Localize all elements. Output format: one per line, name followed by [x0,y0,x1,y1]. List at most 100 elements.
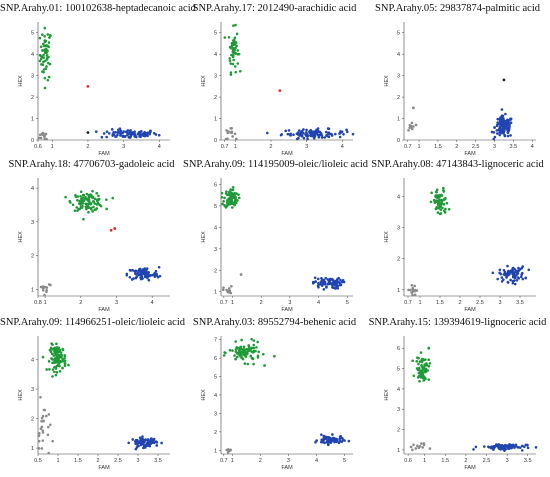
blue-genotype-point [313,276,317,280]
blue-genotype-point [135,275,139,279]
y-tick-label: 3 [397,226,400,232]
blue-genotype-point [149,438,153,442]
green-genotype-point [424,369,428,373]
green-genotype-point [51,368,55,371]
green-genotype-point [85,204,89,208]
green-genotype-point [47,75,51,79]
panel-snp-arahy-15: SNP.Arahy.15: 139394619-lignoceric acid … [366,314,549,473]
blue-genotype-point [511,267,515,270]
blue-genotype-point [298,129,301,132]
green-genotype-point [233,65,237,68]
green-genotype-point [91,196,95,200]
blue-genotype-point [496,445,500,448]
green-genotype-point [233,191,236,195]
green-genotype-point [234,46,237,50]
green-genotype-point [232,40,236,43]
gray-genotype-point [46,433,50,437]
gray-genotype-point [410,121,414,125]
blue-genotype-point [122,130,125,133]
green-genotype-point [241,353,244,356]
x-tick-label: 3 [506,458,509,464]
green-genotype-point [252,343,256,347]
green-genotype-point [221,202,224,206]
green-genotype-point [236,62,240,65]
blue-genotype-point [520,444,524,448]
x-tick-label: 4 [531,144,534,150]
y-tick-label: 1 [214,448,217,454]
blue-genotype-point [502,268,506,272]
blue-genotype-point [330,439,333,443]
y-tick-label: 4 [397,52,400,58]
x-tick-label: 4 [341,144,344,150]
y-tick-label: 3 [31,74,34,80]
y-tick-label: 5 [214,31,217,37]
green-genotype-point [420,364,424,368]
green-genotype-point [443,211,447,214]
green-outlier-point [427,346,431,350]
scatter-plot: 0.7 1 2 3 4 5 1 2 3 4 5 6 FAM HEX [201,178,353,313]
green-genotype-point [74,193,77,197]
red-outlier-point [113,227,117,230]
blue-genotype-point [495,123,499,127]
green-genotype-point [56,353,60,356]
blue-genotype-point [499,116,502,119]
y-tick-label: 7 [214,338,217,344]
blue-genotype-point [337,441,341,445]
green-genotype-point [63,364,67,368]
blue-genotype-point [134,269,138,273]
scatter-plot: 0.7 1 1.5 2 2.5 3 3.5 4 0 1 2 3 4 5 FAM HEX [384,22,536,157]
blue-genotype-point [129,269,133,272]
blue-genotype-point [524,443,528,447]
gray-genotype-point [41,439,45,442]
green-genotype-point [42,42,45,46]
y-tick-label: 0 [397,138,400,144]
blue-genotype-point [341,437,344,440]
green-genotype-point [99,204,103,208]
blue-genotype-point [490,445,493,449]
blue-genotype-point [496,277,499,281]
blue-genotype-point [135,446,139,449]
green-genotype-point [43,26,47,30]
green-genotype-point [45,368,48,371]
red-outlier-point [278,89,282,93]
green-genotype-point [80,199,84,203]
blue-genotype-point [105,135,108,139]
x-axis-label: FAM [281,307,293,313]
blue-genotype-point [516,271,520,275]
x-tick-label: 2.5 [476,300,484,306]
x-tick-label: 2 [86,144,89,150]
y-tick-label: 0 [31,138,34,144]
blue-genotype-point [308,130,311,133]
x-tick-label: 2 [269,144,272,150]
y-tick-label: 1 [31,446,34,452]
green-genotype-point [47,41,51,44]
blue-genotype-point [148,274,151,278]
blue-genotype-point [137,270,141,273]
blue-genotype-point [506,264,509,268]
blue-genotype-point [326,441,330,445]
gray-genotype-point [412,443,415,447]
blue-genotype-point [102,132,106,135]
green-genotype-point [252,350,256,353]
blue-genotype-point [501,128,505,132]
x-tick-label: 3 [136,458,139,464]
gray-genotype-point [413,284,417,288]
blue-genotype-point [514,443,518,447]
green-genotype-point [55,365,58,368]
blue-genotype-point [144,438,147,441]
blue-genotype-point [327,135,331,139]
gray-genotype-point [37,434,41,438]
y-tick-label: 2 [31,95,34,101]
panel-title: SNP.Arahy.09: 114966251-oleic/lioleic ac… [0,317,185,328]
blue-genotype-point [154,273,157,277]
green-genotype-point [443,197,446,201]
gray-genotype-point [227,287,231,290]
blue-genotype-point [157,265,161,269]
green-genotype-point [55,355,59,359]
blue-genotype-point [472,448,475,451]
y-tick-label: 4 [214,393,217,399]
x-tick-label: 1.5 [74,458,82,464]
x-tick-label: 0.6 [34,144,42,150]
green-genotype-point [234,348,238,351]
blue-genotype-point [336,277,339,281]
